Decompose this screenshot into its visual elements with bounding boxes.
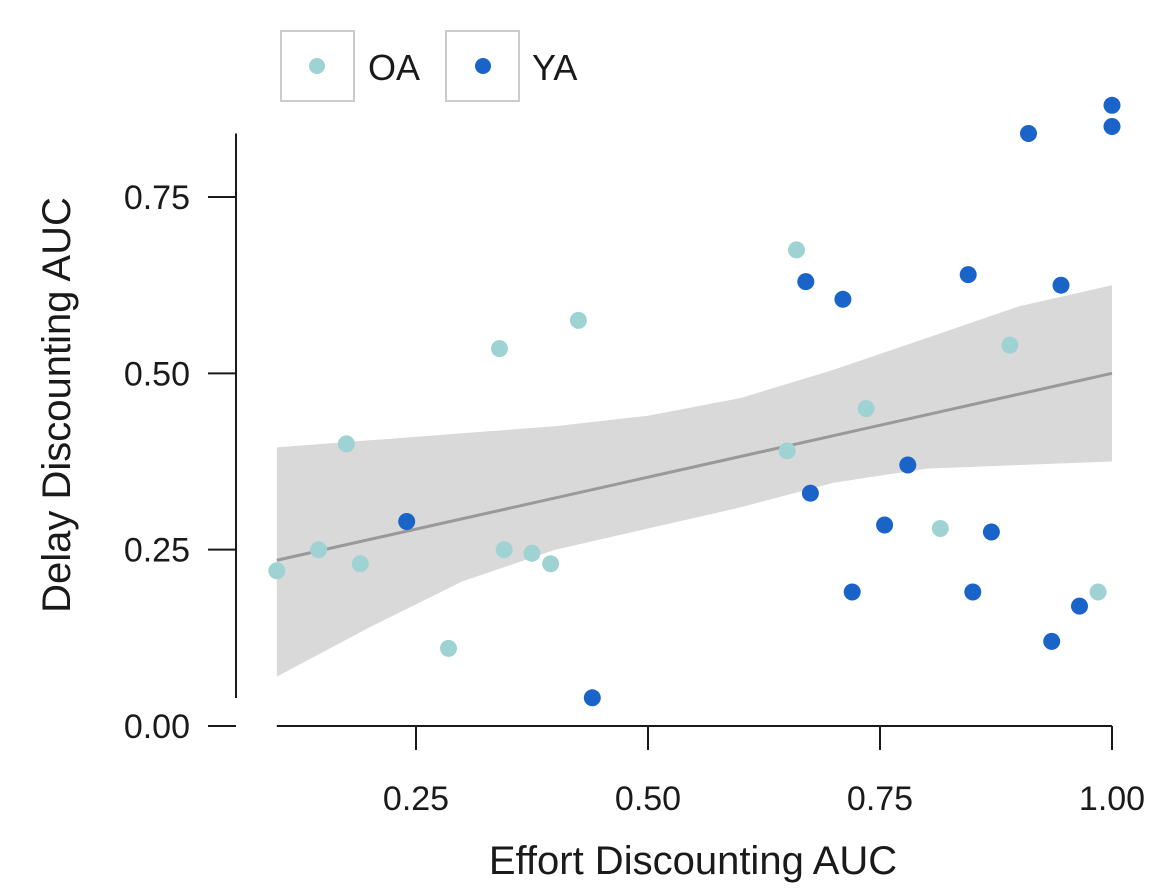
- point-oa: [778, 442, 796, 460]
- point-ya: [899, 456, 917, 474]
- point-ya: [982, 523, 1000, 541]
- plot-area: [268, 96, 1121, 707]
- y-axis-title: Delay Discounting AUC: [35, 197, 79, 613]
- point-ya: [1052, 276, 1070, 294]
- point-oa: [440, 639, 457, 657]
- point-oa: [788, 241, 805, 259]
- x-tick-label: 0.75: [847, 780, 913, 818]
- legend-label-ya: YA: [532, 47, 577, 88]
- y-tick-label: 0.50: [124, 355, 190, 393]
- point-ya: [797, 273, 815, 291]
- legend-label-oa: OA: [368, 47, 420, 88]
- point-ya: [843, 583, 861, 601]
- y-tick-label: 0.00: [124, 708, 190, 746]
- point-ya: [1071, 597, 1088, 615]
- legend-key-oa: [280, 30, 355, 102]
- point-ya: [1103, 96, 1121, 114]
- point-ya: [801, 484, 819, 502]
- point-oa: [1089, 583, 1107, 601]
- point-ya: [398, 513, 416, 530]
- point-ya: [876, 516, 894, 534]
- regression-line: [276, 371, 1113, 562]
- point-oa: [491, 340, 508, 358]
- x-tick-label: 0.50: [615, 780, 681, 818]
- point-ya: [834, 290, 852, 308]
- point-oa: [310, 541, 328, 559]
- point-ya: [583, 689, 601, 707]
- point-oa: [337, 435, 355, 453]
- point-ya: [959, 266, 977, 284]
- point-oa: [857, 400, 875, 418]
- point-ya: [1103, 118, 1121, 135]
- point-oa: [542, 555, 560, 573]
- point-oa: [1001, 336, 1019, 354]
- point-ya: [964, 583, 982, 601]
- legend-key-ya: [445, 30, 520, 102]
- x-tick-label: 1.00: [1079, 780, 1145, 818]
- x-axis-title: Effort Discounting AUC: [489, 839, 897, 883]
- legend-marker-ya: [475, 58, 491, 74]
- confidence-band: [276, 285, 1112, 677]
- x-tick-label: 0.25: [383, 780, 449, 818]
- point-oa: [495, 541, 513, 559]
- point-oa: [931, 520, 949, 537]
- y-tick-label: 0.25: [124, 532, 190, 570]
- legend-marker-oa: [309, 58, 325, 74]
- axes: 0.25 0.50 0.75 1.00 0.00 0.25 0.50 0.75: [124, 133, 1145, 818]
- legend: OA YA: [280, 30, 577, 102]
- point-oa: [523, 544, 541, 562]
- point-ya: [1043, 632, 1061, 650]
- point-oa: [268, 562, 286, 580]
- point-oa: [569, 311, 587, 329]
- point-ya: [1020, 125, 1037, 142]
- point-oa: [351, 555, 369, 573]
- y-tick-label: 0.75: [124, 179, 190, 217]
